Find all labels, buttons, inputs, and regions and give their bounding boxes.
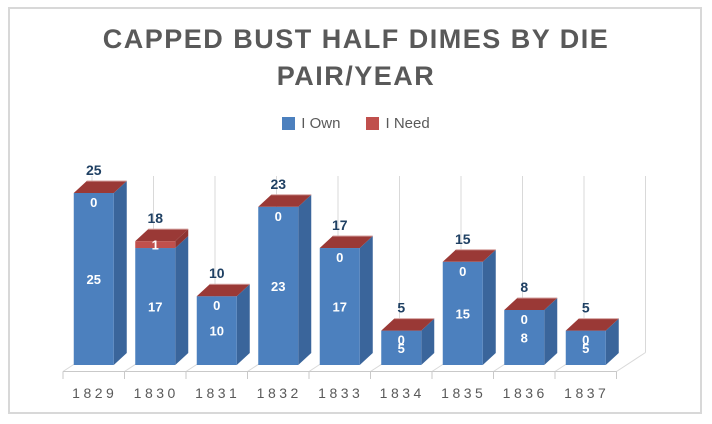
label-1834-total: 5 — [397, 300, 405, 316]
label-1837-total: 5 — [582, 300, 590, 316]
label-1832-own-value: 23 — [271, 279, 285, 294]
bar-1830-own-side — [175, 236, 189, 365]
legend-swatch-own-icon — [282, 117, 296, 130]
bar-1833-own-side — [359, 236, 373, 365]
bar-1832-cap — [258, 194, 312, 207]
bar-1835-own-front — [442, 261, 483, 365]
label-1837-own-value: 5 — [582, 341, 589, 356]
bar-1830-own-front — [135, 248, 176, 365]
label-1835-need-value: 0 — [459, 264, 466, 279]
axis-label-1834: 1834 — [380, 385, 425, 401]
axis-label-1832: 1832 — [257, 385, 302, 401]
bar-1837-own-side — [605, 318, 619, 365]
legend-item-i-own: I Own — [282, 115, 340, 132]
bar-1837-cap — [565, 318, 619, 331]
bar-1835-own-side — [482, 249, 496, 365]
chart-title-line-2: PAIR/YEAR — [276, 61, 436, 91]
label-1830-total: 18 — [147, 210, 163, 226]
label-1835-total: 15 — [455, 231, 471, 247]
label-1835-own-value: 15 — [456, 306, 470, 321]
label-1830-own-value: 17 — [148, 300, 162, 315]
bar-1831-cap — [196, 284, 250, 297]
chart-title-line-1: CAPPED BUST HALF DIMES BY DIE — [102, 24, 610, 54]
bar-1833-cap — [319, 236, 373, 249]
label-1837-need-value: 0 — [582, 333, 589, 348]
label-1836-own-value: 8 — [521, 330, 528, 345]
chart-title: CAPPED BUST HALF DIMES BY DIE PAIR/YEAR — [0, 21, 712, 95]
label-1829-total: 25 — [86, 162, 102, 178]
legend-label-own: I Own — [301, 115, 341, 132]
bar-1829-own-side — [113, 181, 127, 365]
axis-label-1830: 1830 — [134, 385, 179, 401]
label-1834-need-value: 0 — [398, 333, 405, 348]
label-1832-need-value: 0 — [275, 209, 282, 224]
label-1834-own-value: 5 — [398, 341, 405, 356]
bar-1834-cap — [381, 318, 435, 331]
label-1833-own-value: 17 — [333, 300, 347, 315]
bar-1829-cap — [73, 181, 127, 193]
label-1829-need-value: 0 — [90, 195, 97, 210]
label-1831-need-value: 0 — [213, 298, 220, 313]
bar-1834-own-front — [381, 330, 422, 365]
label-1832-total: 23 — [270, 176, 286, 192]
bar-1837-own-front — [565, 330, 606, 365]
bar-1833-own-front — [319, 248, 360, 365]
label-1833-need-value: 0 — [336, 250, 343, 265]
bar-1831-own-side — [236, 284, 250, 365]
label-1836-total: 8 — [520, 279, 528, 295]
bar-1834-own-side — [421, 318, 435, 365]
bar-1832-own-side — [298, 194, 312, 365]
label-1833-total: 17 — [332, 217, 348, 233]
axis-label-1833: 1833 — [318, 385, 363, 401]
bar-1832-own-front — [258, 206, 299, 365]
bar-1830-cap — [135, 229, 189, 242]
legend-swatch-need-icon — [366, 117, 380, 130]
bar-1835-cap — [442, 249, 496, 262]
floor-diagonal — [616, 352, 646, 372]
axis-label-1837: 1837 — [564, 385, 609, 401]
bar-1836-own-front — [504, 309, 545, 365]
bar-1830-need-side — [175, 229, 189, 249]
bar-1836-own-side — [544, 297, 558, 365]
bar-1836-cap — [504, 297, 558, 310]
bar-1829-own-front — [73, 193, 114, 365]
legend-item-i-need: I Need — [366, 115, 430, 132]
label-1831-own-value: 10 — [210, 324, 224, 339]
bar-1830-need-front — [135, 241, 176, 249]
bar-1831-own-front — [196, 296, 237, 365]
label-1836-need-value: 0 — [521, 312, 528, 327]
axis-label-1835: 1835 — [441, 385, 486, 401]
axis-label-1831: 1831 — [195, 385, 240, 401]
axis-label-1836: 1836 — [503, 385, 548, 401]
chart-legend: I Own I Need — [0, 115, 712, 132]
label-1831-total: 10 — [209, 265, 225, 281]
legend-label-need: I Need — [385, 115, 430, 132]
label-1829-own-value: 25 — [87, 272, 101, 287]
label-1830-need-value: 1 — [152, 238, 159, 253]
axis-label-1829: 1829 — [72, 385, 117, 401]
